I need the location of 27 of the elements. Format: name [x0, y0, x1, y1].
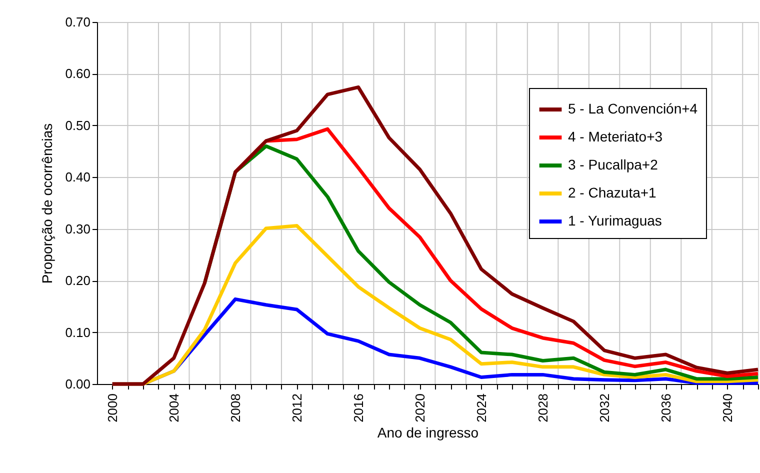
y-tick-label: 0.40: [65, 170, 90, 185]
x-tick-label: 2004: [166, 394, 182, 422]
x-tick-label: 2008: [228, 394, 243, 422]
y-tick-label: 0.20: [65, 273, 90, 288]
legend-label: 1 - Yurimaguas: [568, 212, 662, 228]
line-series: [110, 85, 760, 386]
x-tick-label: 2016: [350, 394, 366, 422]
legend-label: 3 - Pucallpa+2: [568, 156, 658, 172]
x-tick-label: 2024: [474, 394, 489, 422]
x-tick-label: 2028: [535, 394, 550, 422]
y-tick-label: 0.60: [65, 66, 90, 82]
y-tick-label: 0.30: [65, 221, 90, 236]
y-axis-title: Proporção de ocorrências: [39, 123, 56, 284]
x-tick-label: 2012: [289, 394, 304, 422]
x-axis-title: Ano de ingresso: [377, 424, 479, 440]
y-tick-label: 0.70: [65, 14, 90, 30]
legend-label: 4 - Meteriato+3: [568, 128, 663, 144]
y-tick-label: 0.50: [65, 118, 90, 133]
x-tick-label: 2036: [658, 394, 674, 422]
x-tick-label: 2032: [596, 394, 612, 422]
y-tick-label: 0.10: [65, 324, 90, 340]
legend-label: 5 - La Convención+4: [568, 100, 698, 116]
legend-label: 2 - Chazuta+1: [568, 184, 657, 200]
x-tick-label: 2020: [412, 394, 428, 422]
y-tick-label: 0.00: [65, 376, 90, 392]
x-tick-label: 2000: [104, 394, 120, 422]
x-tick-label: 2040: [720, 394, 735, 422]
